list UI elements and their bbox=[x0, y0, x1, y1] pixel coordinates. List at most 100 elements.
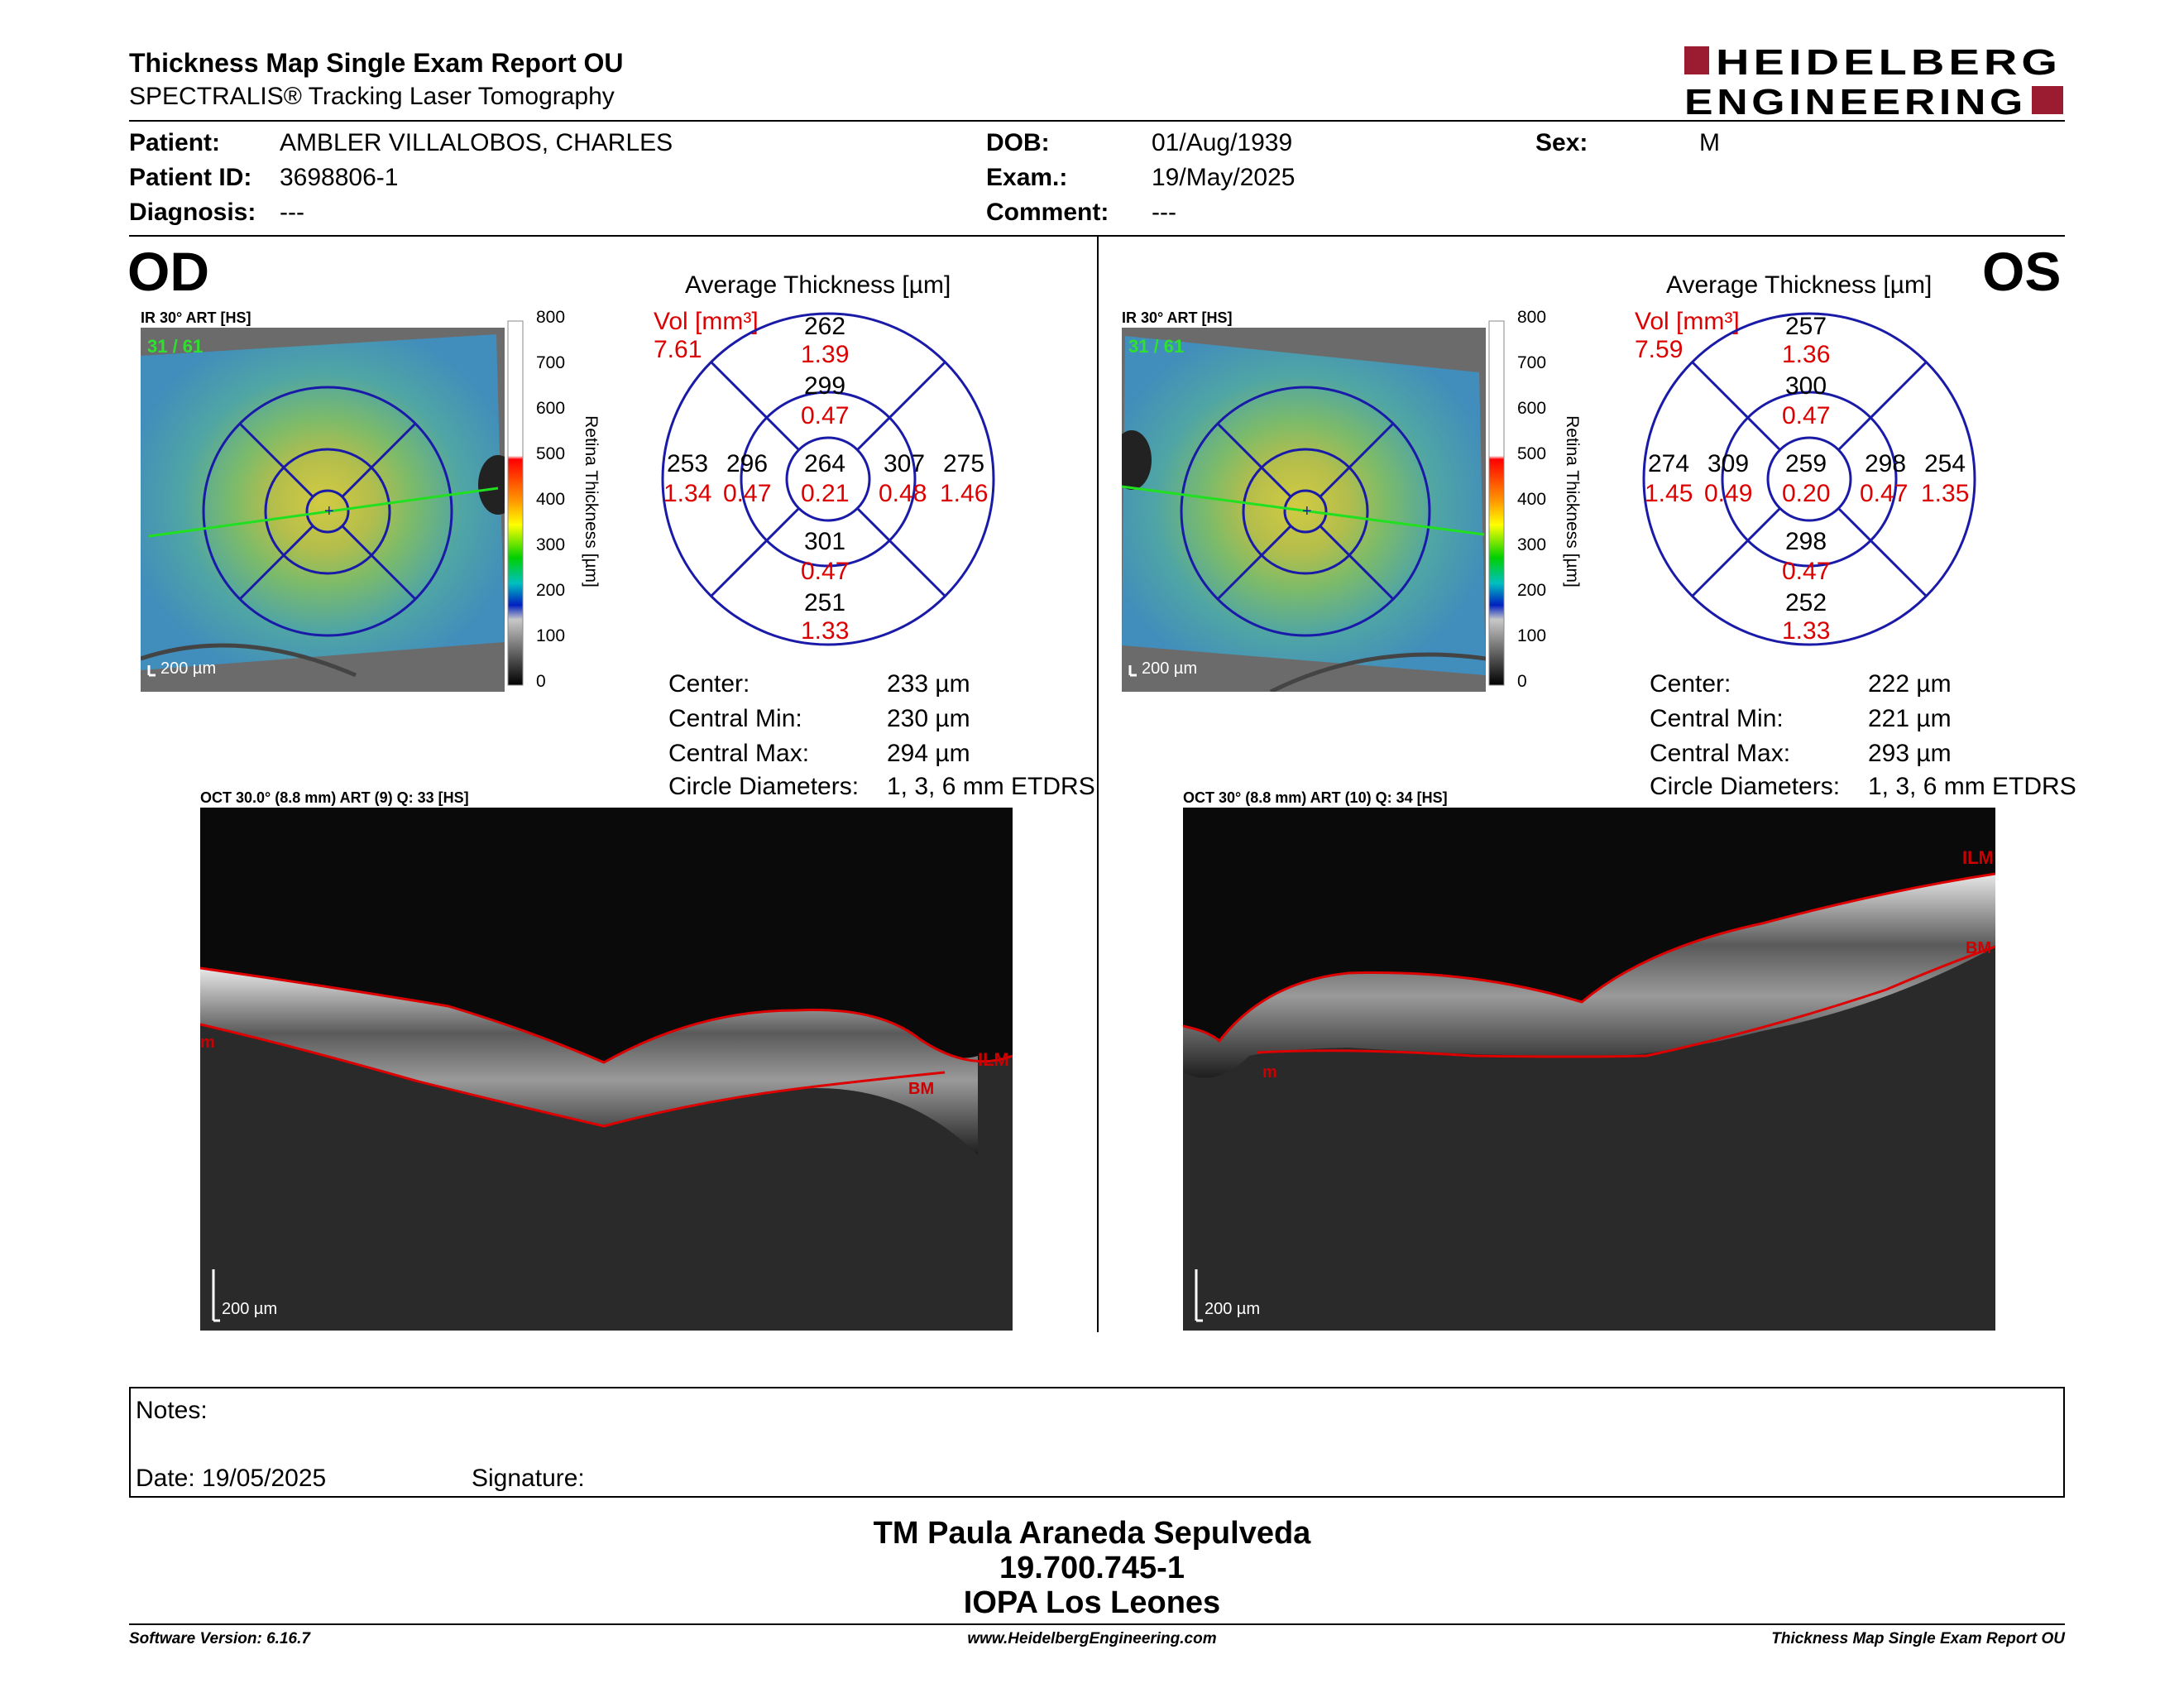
os-diam-value: 1, 3, 6 mm ETDRS bbox=[1868, 773, 2076, 800]
od-oct-caption: OCT 30.0° (8.8 mm) ART (9) Q: 33 [HS] bbox=[200, 789, 469, 806]
os-cbar-tick: 700 bbox=[1517, 353, 1547, 372]
patient-name: AMBLER VILLALOBOS, CHARLES bbox=[280, 129, 673, 156]
od-center-thickness: 264 bbox=[804, 450, 846, 477]
od-inner-right-thickness: 307 bbox=[884, 450, 926, 477]
svg-text:m: m bbox=[1262, 1063, 1277, 1081]
notes-box[interactable] bbox=[129, 1387, 2065, 1498]
od-thickness-colorbar bbox=[506, 316, 597, 688]
od-inner-right-volume: 0.48 bbox=[879, 480, 927, 507]
os-inner-sup-volume: 0.47 bbox=[1782, 402, 1831, 429]
os-outer-inf-thickness: 252 bbox=[1785, 589, 1827, 616]
od-cbar-tick: 600 bbox=[536, 399, 566, 418]
od-cbar-tick: 300 bbox=[536, 535, 566, 554]
od-cbar-tick: 0 bbox=[536, 672, 546, 691]
od-outer-sup-thickness: 262 bbox=[804, 313, 846, 340]
os-inner-inf-volume: 0.47 bbox=[1782, 558, 1831, 585]
od-vol-value: 7.61 bbox=[654, 336, 702, 363]
svg-text:ILM: ILM bbox=[978, 1049, 1009, 1070]
os-avg-title: Average Thickness [µm] bbox=[1666, 271, 1933, 299]
od-cbar-label: Retina Thickness [µm] bbox=[582, 415, 601, 587]
sex-label: Sex: bbox=[1535, 129, 1588, 156]
os-outer-left-thickness: 274 bbox=[1648, 450, 1690, 477]
od-diam-value: 1, 3, 6 mm ETDRS bbox=[887, 773, 1095, 800]
exam-label: Exam.: bbox=[986, 164, 1068, 191]
svg-text:ENGINEERING: ENGINEERING bbox=[1684, 82, 2027, 117]
exam-value: 19/May/2025 bbox=[1152, 164, 1296, 191]
od-cbar-tick: 700 bbox=[536, 353, 566, 372]
os-diam-label: Circle Diameters: bbox=[1650, 773, 1841, 800]
os-cbar-tick: 500 bbox=[1517, 444, 1547, 463]
notes-label: Notes: bbox=[136, 1397, 208, 1424]
os-center-label: Center: bbox=[1650, 670, 1731, 698]
svg-text:+: + bbox=[1302, 502, 1312, 520]
os-inner-sup-thickness: 300 bbox=[1785, 372, 1827, 400]
od-inner-inf-thickness: 301 bbox=[804, 528, 846, 555]
os-cbar-tick: 600 bbox=[1517, 399, 1547, 418]
svg-text:200 µm: 200 µm bbox=[1205, 1300, 1260, 1318]
od-oct-bscan: ILM BM m 200 µm bbox=[199, 808, 1013, 1331]
os-cbar-tick: 0 bbox=[1517, 672, 1527, 691]
signature-label: Signature: bbox=[472, 1465, 585, 1492]
os-cbar-tick: 800 bbox=[1517, 308, 1547, 327]
website-link[interactable]: www.HeidelbergEngineering.com bbox=[967, 1630, 1217, 1647]
os-max-label: Central Max: bbox=[1650, 740, 1791, 767]
svg-text:HEIDELBERG: HEIDELBERG bbox=[1716, 45, 2062, 83]
patient-label: Patient: bbox=[129, 129, 221, 156]
od-center-label: Center: bbox=[668, 670, 750, 698]
od-outer-left-volume: 1.34 bbox=[663, 480, 712, 507]
os-center-volume: 0.20 bbox=[1782, 480, 1831, 507]
svg-text:200 µm: 200 µm bbox=[1142, 659, 1197, 678]
od-outer-inf-thickness: 251 bbox=[804, 589, 846, 616]
svg-text:ILM: ILM bbox=[1962, 847, 1994, 868]
os-vol-label: Vol [mm³] bbox=[1635, 308, 1740, 335]
od-fundus-thickness-map: + 31 / 61 200 µm bbox=[140, 328, 518, 692]
notes-date: Date: 19/05/2025 bbox=[136, 1465, 327, 1492]
footer-report-name: Thickness Map Single Exam Report OU bbox=[1771, 1630, 2065, 1647]
od-inner-inf-volume: 0.47 bbox=[801, 558, 850, 585]
os-eye-label: OS bbox=[1982, 241, 2062, 302]
od-cbar-tick: 800 bbox=[536, 308, 566, 327]
comment-label: Comment: bbox=[986, 199, 1109, 226]
os-max-value: 293 µm bbox=[1868, 740, 1952, 767]
od-outer-left-thickness: 253 bbox=[667, 450, 709, 477]
od-outer-sup-volume: 1.39 bbox=[801, 341, 850, 368]
od-cbar-tick: 200 bbox=[536, 581, 566, 600]
diagnosis-label: Diagnosis: bbox=[129, 199, 256, 226]
os-inner-right-volume: 0.47 bbox=[1860, 480, 1909, 507]
dob-value: 01/Aug/1939 bbox=[1152, 129, 1293, 156]
os-min-label: Central Min: bbox=[1650, 705, 1784, 732]
od-vol-label: Vol [mm³] bbox=[654, 308, 759, 335]
svg-text:m: m bbox=[200, 1033, 215, 1052]
software-version: Software Version: 6.16.7 bbox=[129, 1630, 310, 1647]
os-cbar-tick: 100 bbox=[1517, 626, 1547, 645]
od-center-value: 233 µm bbox=[887, 670, 970, 698]
od-cbar-tick: 500 bbox=[536, 444, 566, 463]
os-outer-right-volume: 1.35 bbox=[1921, 480, 1970, 507]
os-cbar-tick: 400 bbox=[1517, 490, 1547, 509]
od-outer-right-thickness: 275 bbox=[943, 450, 985, 477]
od-outer-right-volume: 1.46 bbox=[940, 480, 989, 507]
os-outer-inf-volume: 1.33 bbox=[1782, 617, 1831, 645]
signatory-id: 19.700.745-1 bbox=[999, 1551, 1185, 1585]
os-outer-sup-thickness: 257 bbox=[1785, 313, 1827, 340]
od-inner-sup-volume: 0.47 bbox=[801, 402, 850, 429]
svg-text:BM: BM bbox=[908, 1080, 934, 1098]
sex-value: M bbox=[1699, 129, 1720, 156]
os-outer-sup-volume: 1.36 bbox=[1782, 341, 1831, 368]
os-min-value: 221 µm bbox=[1868, 705, 1952, 732]
od-ir-caption: IR 30° ART [HS] bbox=[141, 309, 251, 326]
os-cbar-label: Retina Thickness [µm] bbox=[1563, 415, 1582, 587]
patient-id-label: Patient ID: bbox=[129, 164, 252, 191]
od-eye-label: OD bbox=[127, 241, 209, 302]
diagnosis-value: --- bbox=[280, 199, 304, 226]
os-center-value: 222 µm bbox=[1868, 670, 1952, 698]
od-cbar-tick: 100 bbox=[536, 626, 566, 645]
os-cbar-tick: 300 bbox=[1517, 535, 1547, 554]
os-outer-left-volume: 1.45 bbox=[1645, 480, 1693, 507]
od-cbar-tick: 400 bbox=[536, 490, 566, 509]
svg-text:31 / 61: 31 / 61 bbox=[1128, 336, 1184, 357]
os-vol-value: 7.59 bbox=[1635, 336, 1684, 363]
svg-text:BM: BM bbox=[1966, 939, 1991, 957]
svg-text:+: + bbox=[324, 502, 334, 520]
signatory-name: TM Paula Araneda Sepulveda bbox=[873, 1516, 1311, 1551]
